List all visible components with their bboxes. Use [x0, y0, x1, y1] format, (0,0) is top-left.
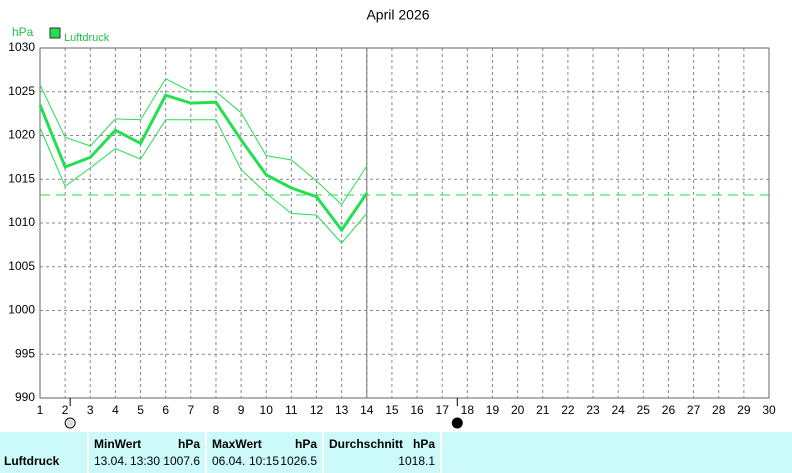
- plot-frame: [39, 47, 770, 399]
- x-tick-label: 6: [162, 403, 169, 417]
- max-title: MaxWert: [212, 437, 262, 451]
- x-tick-label: 22: [561, 403, 575, 417]
- x-tick-label: 20: [511, 403, 525, 417]
- y-tick-label: 1005: [8, 259, 35, 273]
- x-tick-label: 9: [238, 403, 245, 417]
- x-tick-label: 23: [586, 403, 600, 417]
- x-tick-label: 27: [687, 403, 701, 417]
- chart-title: April 2026: [366, 7, 429, 23]
- x-tick-label: 28: [712, 403, 726, 417]
- stats-dividers: [87, 432, 442, 473]
- x-tick-label: 16: [410, 403, 424, 417]
- x-tick-label: 4: [112, 403, 119, 417]
- legend-swatch: [49, 27, 61, 39]
- y-tick-label: 1015: [8, 171, 35, 185]
- min-title: MinWert: [94, 437, 141, 451]
- range-line: [39, 119, 368, 244]
- y-unit: hPa: [12, 25, 34, 39]
- x-tick-label: 1: [37, 403, 44, 417]
- max-date: 06.04.: [212, 454, 245, 468]
- row-label: Luftdruck: [4, 454, 60, 468]
- max-value: 1026.5: [280, 454, 317, 468]
- avg-title: Durchschnitt: [329, 437, 403, 451]
- min-date: 13.04.: [94, 454, 127, 468]
- min-value: 1007.6: [163, 454, 200, 468]
- x-tick-label: 26: [662, 403, 676, 417]
- series-line: [38, 93, 369, 233]
- x-tick-label: 18: [461, 403, 475, 417]
- x-tick-label: 11: [285, 403, 298, 417]
- x-tick-label: 13: [335, 403, 349, 417]
- x-tick-label: 14: [360, 403, 374, 417]
- min-unit: hPa: [178, 437, 200, 451]
- x-tick-label: 10: [260, 403, 274, 417]
- x-tick-label: 15: [385, 403, 399, 417]
- y-tick-label: 1025: [8, 84, 35, 98]
- y-tick-label: 1000: [8, 303, 35, 317]
- full-moon-inner: [66, 419, 74, 427]
- new-moon: [451, 417, 463, 429]
- avg-unit: hPa: [413, 437, 435, 451]
- legend-label: Luftdruck: [64, 32, 110, 44]
- y-tick-label: 990: [15, 390, 35, 404]
- y-tick-label: 995: [15, 346, 35, 360]
- max-unit: hPa: [295, 437, 317, 451]
- stats-background: [0, 432, 792, 473]
- stats-headers: Luftdruck MinWert hPa MaxWert hPa Durchs…: [4, 437, 435, 468]
- x-tick-label: 21: [536, 403, 550, 417]
- y-tick-label: 1010: [8, 215, 35, 229]
- x-tick-label: 8: [213, 403, 220, 417]
- avg-value: 1018.1: [398, 454, 435, 468]
- range-line: [39, 77, 368, 206]
- x-tick-label: 19: [486, 403, 500, 417]
- x-tick-label: 24: [611, 403, 625, 417]
- y-tick-label: 1020: [8, 128, 35, 142]
- x-tick-label: 5: [137, 403, 144, 417]
- max-time: 10:15: [249, 454, 279, 468]
- min-time: 13:30: [130, 454, 160, 468]
- x-tick-label: 12: [310, 403, 324, 417]
- x-tick-label: 17: [436, 403, 450, 417]
- x-tick-label: 7: [187, 403, 194, 417]
- y-tick-label: 1030: [8, 40, 35, 54]
- x-tick-label: 3: [87, 403, 94, 417]
- x-tick-label: 29: [737, 403, 751, 417]
- x-tick-label: 30: [762, 403, 776, 417]
- x-tick-label: 2: [62, 403, 69, 417]
- x-tick-label: 25: [637, 403, 651, 417]
